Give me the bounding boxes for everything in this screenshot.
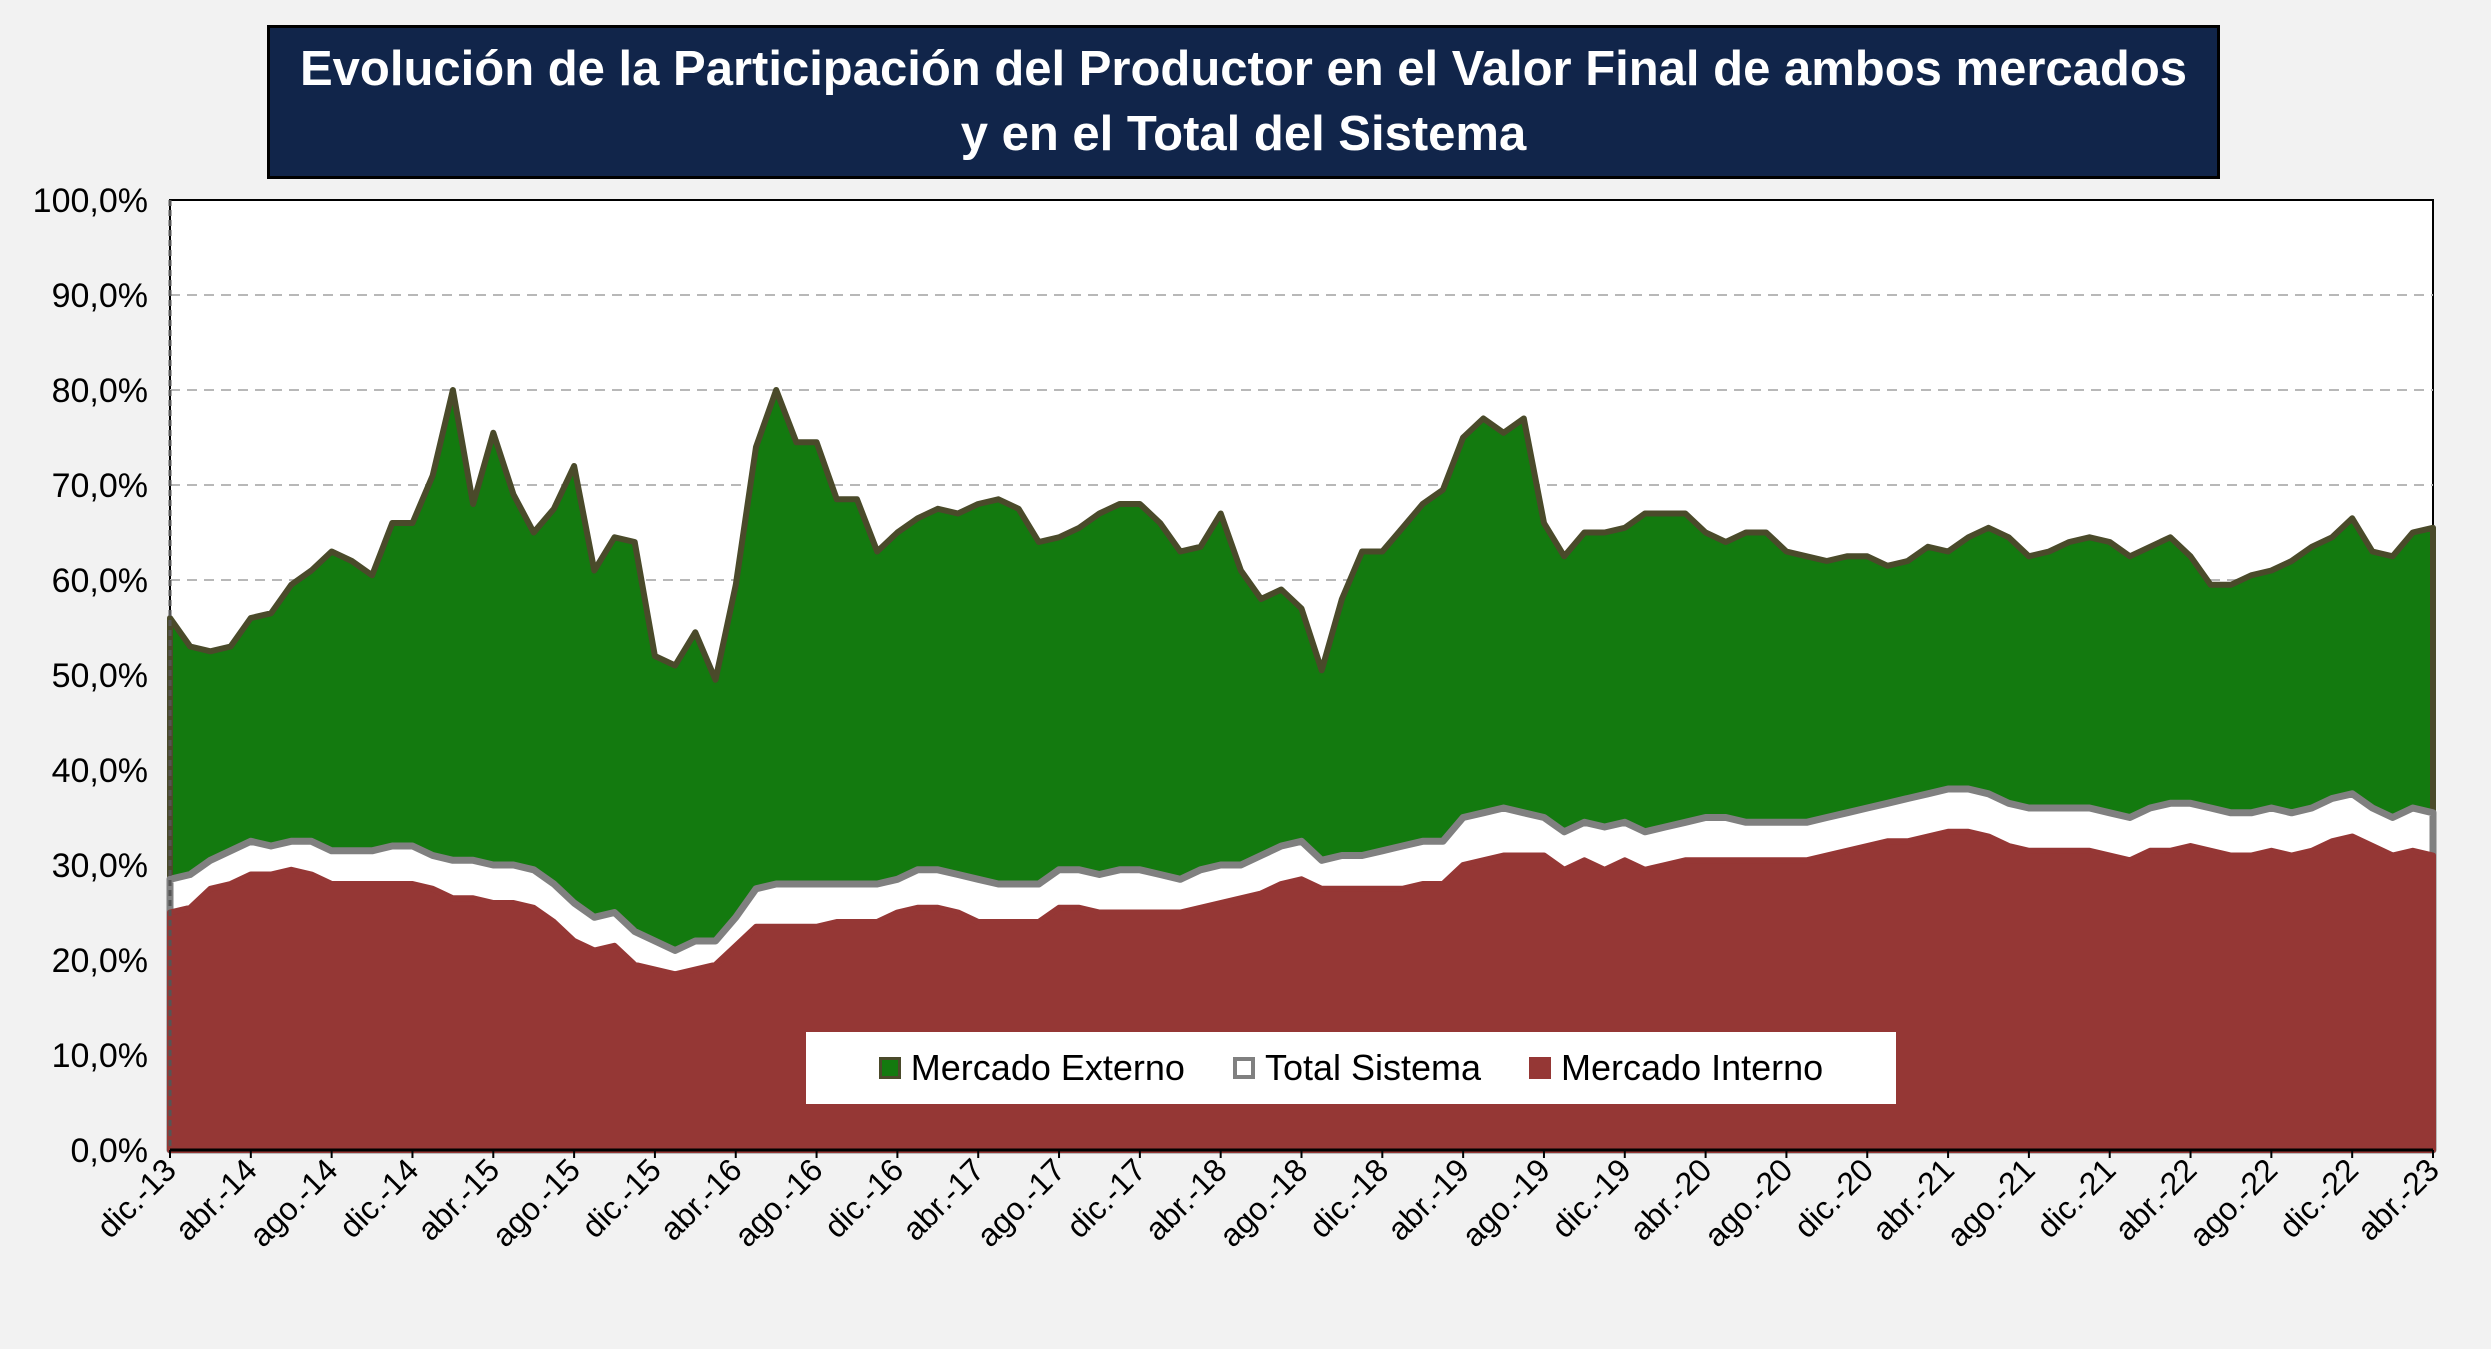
y-tick-label: 60,0%	[52, 562, 148, 600]
legend-item-mercado-externo: Mercado Externo	[878, 1047, 1185, 1089]
legend-swatch-mercado-externo	[878, 1057, 901, 1079]
y-tick-label: 40,0%	[52, 752, 148, 790]
legend-label-mercado-interno: Mercado Interno	[1561, 1047, 1824, 1088]
y-tick-label: 0,0%	[71, 1132, 149, 1170]
legend-swatch-total-sistema	[1232, 1057, 1255, 1079]
chart-title: Evolución de la Participación del Produc…	[267, 25, 2220, 179]
y-tick-label: 80,0%	[52, 372, 148, 410]
chart-legend: Mercado Externo Total Sistema Mercado In…	[806, 1032, 1896, 1104]
legend-item-total-sistema: Total Sistema	[1232, 1047, 1482, 1089]
y-tick-label: 90,0%	[52, 277, 148, 315]
y-tick-label: 30,0%	[52, 847, 148, 885]
chart-title-line-2: y en el Total del Sistema	[960, 107, 1527, 161]
legend-item-mercado-interno: Mercado Interno	[1529, 1047, 1823, 1089]
y-tick-label: 20,0%	[52, 942, 148, 980]
y-tick-label: 100,0%	[33, 182, 148, 220]
y-tick-label: 70,0%	[52, 467, 148, 505]
legend-swatch-mercado-interno	[1529, 1057, 1552, 1079]
chart-title-line-1: Evolución de la Participación del Produc…	[299, 42, 2188, 96]
legend-label-total-sistema: Total Sistema	[1264, 1047, 1482, 1088]
legend-label-mercado-externo: Mercado Externo	[910, 1047, 1185, 1088]
y-tick-label: 10,0%	[52, 1037, 148, 1075]
y-tick-label: 50,0%	[52, 657, 148, 695]
